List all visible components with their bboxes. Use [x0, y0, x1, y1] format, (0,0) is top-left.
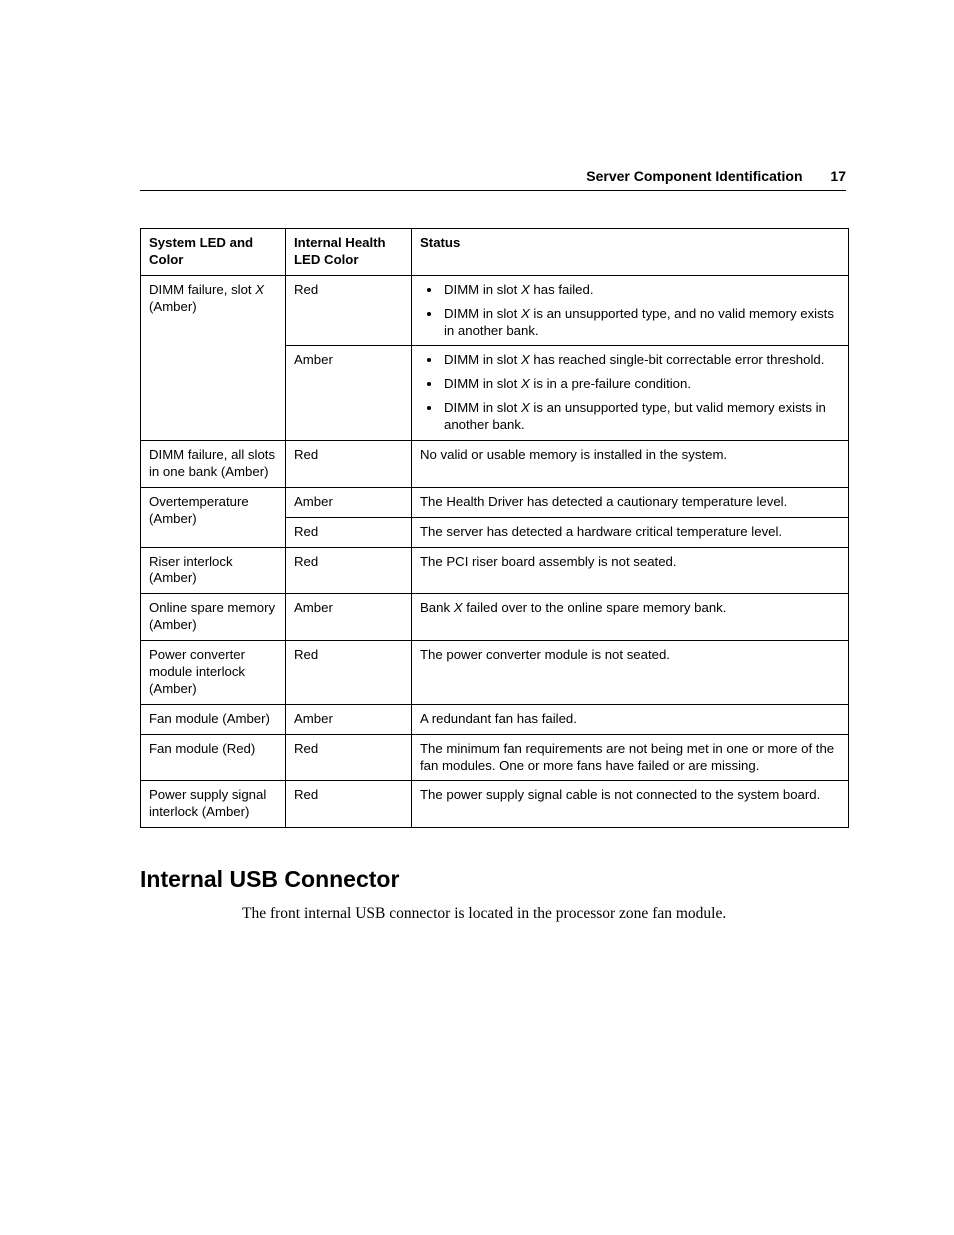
section-heading: Internal USB Connector [140, 866, 849, 893]
cell-health-color: Red [286, 547, 412, 594]
cell-health-color: Amber [286, 346, 412, 441]
cell-status: The power converter module is not seated… [412, 641, 849, 705]
cell-status: A redundant fan has failed. [412, 704, 849, 734]
cell-system-led: DIMM failure, all slots in one bank (Amb… [141, 441, 286, 488]
cell-health-color: Red [286, 275, 412, 346]
cell-status: The Health Driver has detected a caution… [412, 487, 849, 517]
status-bullet-list: DIMM in slot X has reached single-bit co… [420, 352, 840, 434]
cell-health-color: Red [286, 441, 412, 488]
cell-system-led: Overtemperature (Amber) [141, 487, 286, 547]
header-page-number: 17 [830, 168, 846, 184]
table-row: Online spare memory (Amber)AmberBank X f… [141, 594, 849, 641]
running-header: Server Component Identification 17 [586, 168, 846, 184]
italic-variable: X [521, 282, 530, 297]
cell-status: DIMM in slot X has failed. DIMM in slot X… [412, 275, 849, 346]
status-bullet-item: DIMM in slot X has reached single-bit co… [442, 352, 840, 369]
status-bullet-item: DIMM in slot X is in a pre-failure condi… [442, 376, 840, 393]
status-bullet-item: DIMM in slot X is an unsupported type, a… [442, 306, 840, 340]
italic-variable: X [521, 400, 530, 415]
cell-status: The PCI riser board assembly is not seat… [412, 547, 849, 594]
header-title: Server Component Identification [586, 168, 802, 184]
cell-health-color: Red [286, 734, 412, 781]
italic-variable: X [521, 306, 530, 321]
cell-health-color: Red [286, 781, 412, 828]
col-header-system-led: System LED and Color [141, 229, 286, 276]
cell-system-led: Fan module (Red) [141, 734, 286, 781]
cell-status: Bank X failed over to the online spare m… [412, 594, 849, 641]
cell-health-color: Amber [286, 487, 412, 517]
status-bullet-item: DIMM in slot X has failed. [442, 282, 840, 299]
status-bullet-item: DIMM in slot X is an unsupported type, b… [442, 400, 840, 434]
italic-variable: X [454, 600, 463, 615]
section-body-text: The front internal USB connector is loca… [242, 905, 849, 923]
cell-health-color: Red [286, 517, 412, 547]
cell-system-led: Power supply signal interlock (Amber) [141, 781, 286, 828]
col-header-internal-health: Internal Health LED Color [286, 229, 412, 276]
cell-health-color: Amber [286, 704, 412, 734]
cell-health-color: Red [286, 641, 412, 705]
cell-status: The power supply signal cable is not con… [412, 781, 849, 828]
page-container: Server Component Identification 17 Syste… [0, 0, 954, 1235]
table-header-row: System LED and Color Internal Health LED… [141, 229, 849, 276]
table-row: Power converter module interlock (Amber)… [141, 641, 849, 705]
cell-status: DIMM in slot X has reached single-bit co… [412, 346, 849, 441]
cell-system-led: Fan module (Amber) [141, 704, 286, 734]
led-status-table: System LED and Color Internal Health LED… [140, 228, 849, 828]
cell-status: The server has detected a hardware criti… [412, 517, 849, 547]
cell-system-led: Riser interlock (Amber) [141, 547, 286, 594]
table-body: DIMM failure, slot X (Amber)RedDIMM in s… [141, 275, 849, 827]
table-row: Overtemperature (Amber)AmberThe Health D… [141, 487, 849, 517]
table-row: Power supply signal interlock (Amber)Red… [141, 781, 849, 828]
header-rule [140, 190, 846, 191]
cell-system-led: Power converter module interlock (Amber) [141, 641, 286, 705]
italic-variable: X [255, 282, 264, 297]
cell-system-led: Online spare memory (Amber) [141, 594, 286, 641]
status-bullet-list: DIMM in slot X has failed. DIMM in slot X… [420, 282, 840, 340]
table-row: Fan module (Amber)AmberA redundant fan h… [141, 704, 849, 734]
col-header-status: Status [412, 229, 849, 276]
italic-variable: X [521, 352, 530, 367]
table-row: DIMM failure, slot X (Amber)RedDIMM in s… [141, 275, 849, 346]
cell-status: No valid or usable memory is installed i… [412, 441, 849, 488]
table-row: Fan module (Red)RedThe minimum fan requi… [141, 734, 849, 781]
table-row: Riser interlock (Amber)RedThe PCI riser … [141, 547, 849, 594]
cell-health-color: Amber [286, 594, 412, 641]
cell-system-led: DIMM failure, slot X (Amber) [141, 275, 286, 440]
italic-variable: X [521, 376, 530, 391]
cell-status: The minimum fan requirements are not bei… [412, 734, 849, 781]
table-row: DIMM failure, all slots in one bank (Amb… [141, 441, 849, 488]
